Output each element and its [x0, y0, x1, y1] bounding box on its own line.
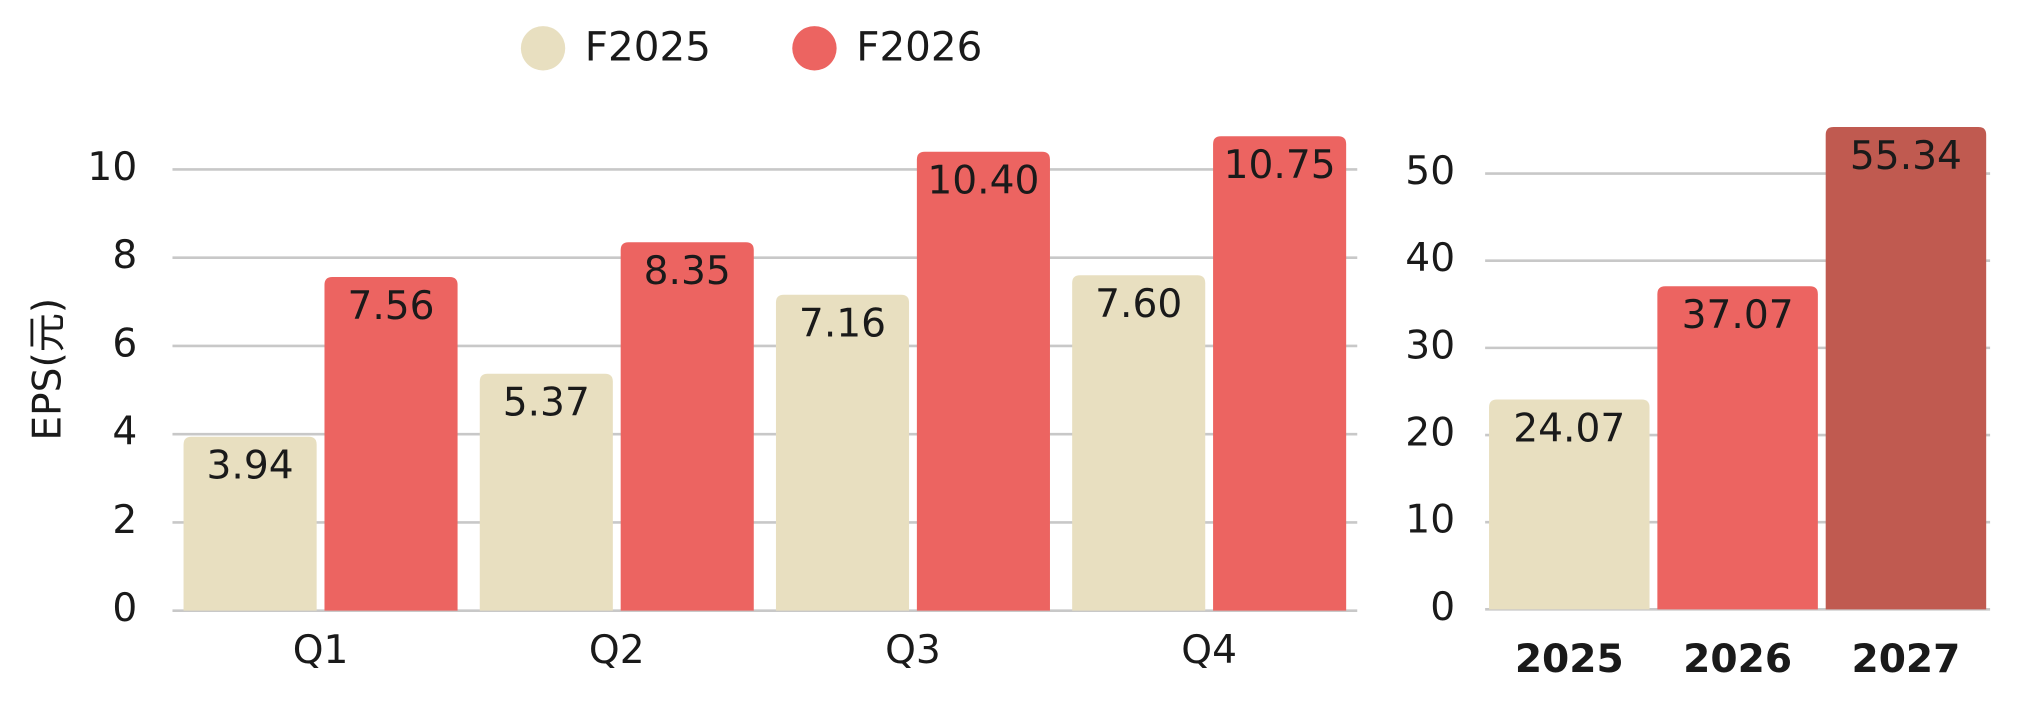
data-label: 10.40 [927, 159, 1039, 204]
y-tick-label: 4 [112, 410, 137, 455]
y-tick-label: 2 [112, 498, 137, 543]
bar [1825, 126, 1987, 610]
x-tick-label: Q3 [885, 628, 941, 673]
data-label: 24.07 [1513, 406, 1625, 451]
y-tick-label: 0 [112, 586, 137, 631]
x-tick-label: Q4 [1181, 628, 1237, 673]
y-tick-label: 0 [1430, 585, 1455, 630]
data-label: 3.94 [207, 444, 294, 489]
y-axis-label: EPS(元) [25, 298, 70, 441]
y-tick-label: 30 [1405, 323, 1455, 368]
bar [1489, 399, 1650, 610]
y-tick-label: 20 [1405, 411, 1455, 456]
data-label: 8.35 [644, 249, 731, 294]
y-tick-label: 6 [112, 321, 137, 366]
y-tick-label: 10 [1405, 498, 1455, 543]
x-tick-label: Q1 [293, 628, 349, 673]
data-label: 7.16 [799, 302, 886, 347]
data-label: 37.07 [1682, 293, 1794, 338]
data-label: 55.34 [1850, 134, 1962, 179]
data-label: 10.75 [1224, 143, 1336, 188]
legend-marker [792, 26, 837, 71]
bar [479, 373, 613, 611]
bar [775, 294, 910, 611]
data-label: 7.60 [1095, 282, 1182, 327]
bar [1072, 275, 1206, 611]
y-tick-label: 8 [112, 233, 137, 278]
y-tick-label: 50 [1405, 149, 1455, 194]
legend-label: F2026 [856, 23, 982, 71]
bar [1213, 136, 1347, 611]
bar [620, 242, 754, 611]
data-label: 5.37 [503, 381, 590, 426]
bar [324, 277, 458, 611]
bar [916, 151, 1050, 611]
x-tick-label: 2026 [1683, 637, 1792, 682]
x-tick-label: Q2 [589, 628, 645, 673]
bar [1657, 286, 1818, 610]
x-tick-label: 2025 [1515, 637, 1624, 682]
data-label: 7.56 [347, 284, 434, 329]
legend-label: F2025 [585, 23, 711, 71]
x-tick-label: 2027 [1851, 637, 1960, 682]
legend-marker [520, 26, 566, 71]
y-tick-label: 10 [87, 145, 137, 190]
bar [183, 436, 317, 611]
y-tick-label: 40 [1405, 236, 1455, 281]
